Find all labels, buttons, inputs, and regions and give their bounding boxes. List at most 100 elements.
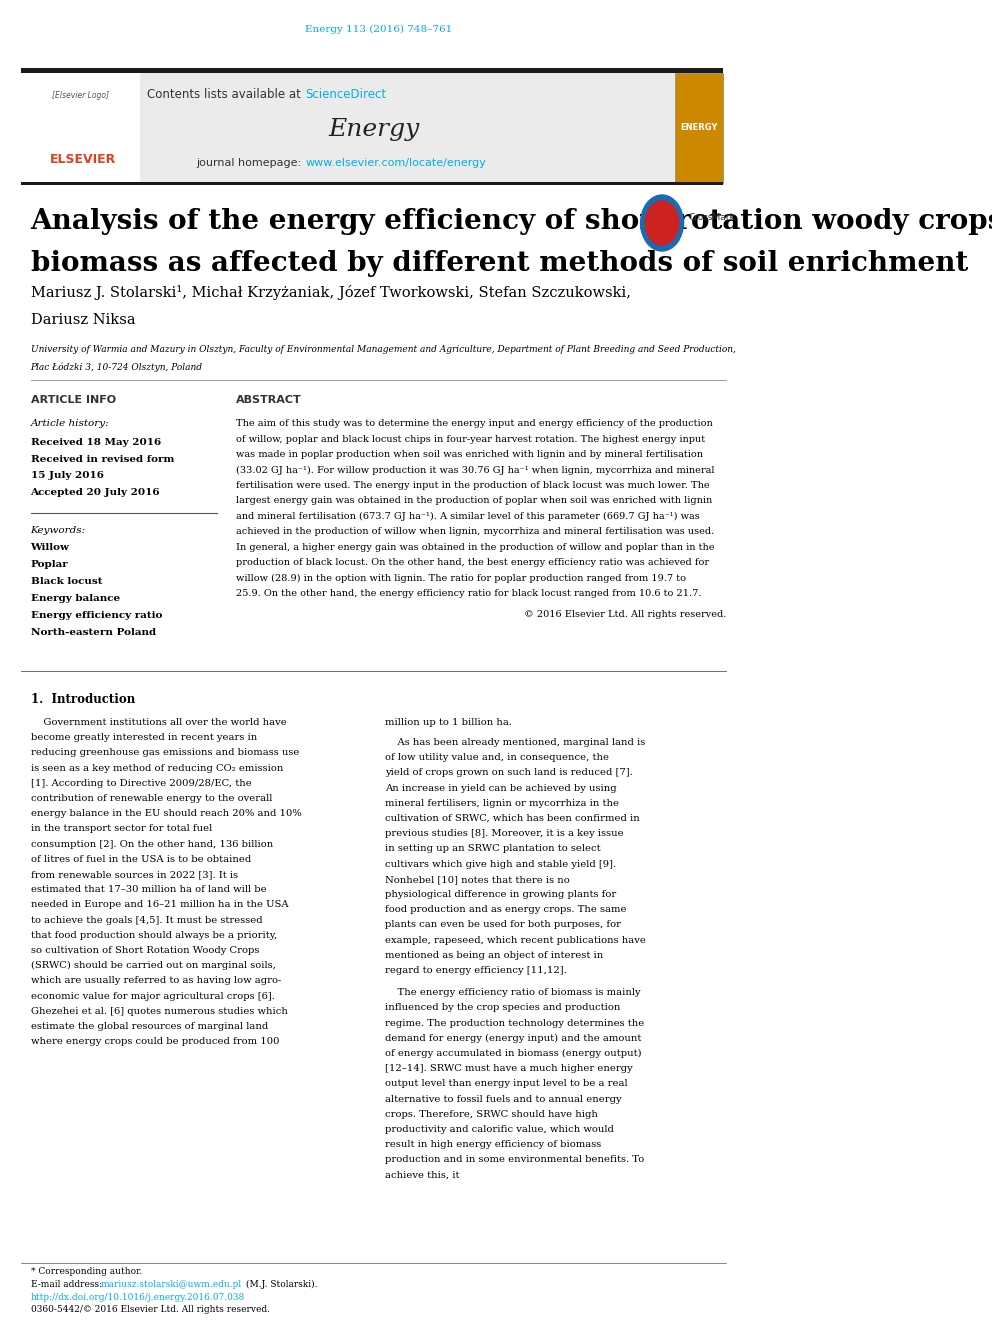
Text: Willow: Willow bbox=[31, 542, 69, 552]
Text: production of black locust. On the other hand, the best energy efficiency ratio : production of black locust. On the other… bbox=[236, 558, 709, 568]
Text: achieve this, it: achieve this, it bbox=[385, 1171, 459, 1180]
Text: reducing greenhouse gas emissions and biomass use: reducing greenhouse gas emissions and bi… bbox=[31, 749, 299, 757]
Text: An increase in yield can be achieved by using: An increase in yield can be achieved by … bbox=[385, 783, 617, 792]
Text: Article history:: Article history: bbox=[31, 419, 109, 429]
Text: of energy accumulated in biomass (energy output): of energy accumulated in biomass (energy… bbox=[385, 1049, 642, 1058]
Text: mineral fertilisers, lignin or mycorrhiza in the: mineral fertilisers, lignin or mycorrhiz… bbox=[385, 799, 619, 808]
Text: biomass as affected by different methods of soil enrichment: biomass as affected by different methods… bbox=[31, 250, 968, 277]
Text: from renewable sources in 2022 [3]. It is: from renewable sources in 2022 [3]. It i… bbox=[31, 871, 238, 878]
Text: As has been already mentioned, marginal land is: As has been already mentioned, marginal … bbox=[385, 738, 646, 747]
Text: ARTICLE INFO: ARTICLE INFO bbox=[31, 396, 116, 405]
Text: The aim of this study was to determine the energy input and energy efficiency of: The aim of this study was to determine t… bbox=[236, 419, 713, 429]
Text: University of Warmia and Mazury in Olsztyn, Faculty of Environmental Management : University of Warmia and Mazury in Olszt… bbox=[31, 345, 735, 355]
Text: so cultivation of Short Rotation Woody Crops: so cultivation of Short Rotation Woody C… bbox=[31, 946, 259, 955]
Text: © 2016 Elsevier Ltd. All rights reserved.: © 2016 Elsevier Ltd. All rights reserved… bbox=[524, 610, 726, 619]
Text: Keywords:: Keywords: bbox=[31, 527, 85, 534]
Text: (33.02 GJ ha⁻¹). For willow production it was 30.76 GJ ha⁻¹ when lignin, mycorrh: (33.02 GJ ha⁻¹). For willow production i… bbox=[236, 466, 715, 475]
Text: influenced by the crop species and production: influenced by the crop species and produ… bbox=[385, 1003, 621, 1012]
Text: demand for energy (energy input) and the amount: demand for energy (energy input) and the… bbox=[385, 1033, 642, 1043]
Text: alternative to fossil fuels and to annual energy: alternative to fossil fuels and to annua… bbox=[385, 1094, 622, 1103]
Text: Black locust: Black locust bbox=[31, 577, 102, 586]
Text: Received in revised form: Received in revised form bbox=[31, 455, 174, 464]
Text: in setting up an SRWC plantation to select: in setting up an SRWC plantation to sele… bbox=[385, 844, 601, 853]
Text: mentioned as being an object of interest in: mentioned as being an object of interest… bbox=[385, 951, 603, 959]
Text: regard to energy efficiency [11,12].: regard to energy efficiency [11,12]. bbox=[385, 966, 566, 975]
Text: CrossMark: CrossMark bbox=[688, 213, 735, 222]
Text: Poplar: Poplar bbox=[31, 560, 68, 569]
Text: [1]. According to Directive 2009/28/EC, the: [1]. According to Directive 2009/28/EC, … bbox=[31, 779, 251, 787]
Text: needed in Europe and 16–21 million ha in the USA: needed in Europe and 16–21 million ha in… bbox=[31, 901, 288, 909]
Text: [Elsevier Logo]: [Elsevier Logo] bbox=[53, 91, 109, 101]
Text: fertilisation were used. The energy input in the production of black locust was : fertilisation were used. The energy inpu… bbox=[236, 482, 710, 490]
Text: ScienceDirect: ScienceDirect bbox=[306, 89, 386, 101]
Text: 0360-5442/© 2016 Elsevier Ltd. All rights reserved.: 0360-5442/© 2016 Elsevier Ltd. All right… bbox=[31, 1304, 270, 1314]
Text: Energy: Energy bbox=[328, 118, 420, 142]
Bar bbox=[22, 73, 140, 183]
Text: estimate the global resources of marginal land: estimate the global resources of margina… bbox=[31, 1021, 268, 1031]
Text: Contents lists available at: Contents lists available at bbox=[148, 89, 306, 101]
Bar bbox=[633, 183, 717, 269]
Text: and mineral fertilisation (673.7 GJ ha⁻¹). A similar level of this parameter (66: and mineral fertilisation (673.7 GJ ha⁻¹… bbox=[236, 512, 700, 521]
Text: achieved in the production of willow when lignin, mycorrhiza and mineral fertili: achieved in the production of willow whe… bbox=[236, 528, 714, 537]
Text: energy balance in the EU should reach 20% and 10%: energy balance in the EU should reach 20… bbox=[31, 810, 302, 818]
Bar bbox=[22, 67, 723, 73]
Text: Energy efficiency ratio: Energy efficiency ratio bbox=[31, 611, 162, 620]
Text: ENERGY: ENERGY bbox=[681, 123, 718, 132]
Text: Energy 113 (2016) 748–761: Energy 113 (2016) 748–761 bbox=[305, 25, 452, 34]
Text: Plac Łódzki 3, 10-724 Olsztyn, Poland: Plac Łódzki 3, 10-724 Olsztyn, Poland bbox=[31, 363, 202, 373]
Text: consumption [2]. On the other hand, 136 billion: consumption [2]. On the other hand, 136 … bbox=[31, 840, 273, 848]
Circle shape bbox=[645, 201, 679, 245]
Text: Nonhebel [10] notes that there is no: Nonhebel [10] notes that there is no bbox=[385, 875, 569, 884]
Circle shape bbox=[641, 194, 683, 251]
Text: example, rapeseed, which recent publications have: example, rapeseed, which recent publicat… bbox=[385, 935, 646, 945]
Text: food production and as energy crops. The same: food production and as energy crops. The… bbox=[385, 905, 627, 914]
Text: * Corresponding author.: * Corresponding author. bbox=[31, 1267, 142, 1275]
Text: output level than energy input level to be a real: output level than energy input level to … bbox=[385, 1080, 628, 1089]
Text: that food production should always be a priority,: that food production should always be a … bbox=[31, 931, 277, 939]
Text: cultivars which give high and stable yield [9].: cultivars which give high and stable yie… bbox=[385, 860, 616, 869]
Text: cultivation of SRWC, which has been confirmed in: cultivation of SRWC, which has been conf… bbox=[385, 814, 640, 823]
Text: which are usually referred to as having low agro-: which are usually referred to as having … bbox=[31, 976, 281, 986]
Text: previous studies [8]. Moreover, it is a key issue: previous studies [8]. Moreover, it is a … bbox=[385, 830, 624, 839]
Text: ELSEVIER: ELSEVIER bbox=[50, 153, 116, 165]
Text: Mariusz J. Stolarski¹, Michał Krzyżaniak, Józef Tworkowski, Stefan Szczukowski,: Mariusz J. Stolarski¹, Michał Krzyżaniak… bbox=[31, 284, 631, 300]
Text: was made in poplar production when soil was enriched with lignin and by mineral : was made in poplar production when soil … bbox=[236, 450, 703, 459]
Text: E-mail address:: E-mail address: bbox=[31, 1279, 104, 1289]
Text: North-eastern Poland: North-eastern Poland bbox=[31, 628, 156, 636]
Text: ABSTRACT: ABSTRACT bbox=[236, 396, 303, 405]
Text: 25.9. On the other hand, the energy efficiency ratio for black locust ranged fro: 25.9. On the other hand, the energy effi… bbox=[236, 590, 702, 598]
Text: yield of crops grown on such land is reduced [7].: yield of crops grown on such land is red… bbox=[385, 769, 633, 778]
Text: The energy efficiency ratio of biomass is mainly: The energy efficiency ratio of biomass i… bbox=[385, 988, 641, 998]
Text: In general, a higher energy gain was obtained in the production of willow and po: In general, a higher energy gain was obt… bbox=[236, 542, 715, 552]
Text: [12–14]. SRWC must have a much higher energy: [12–14]. SRWC must have a much higher en… bbox=[385, 1064, 633, 1073]
Text: www.elsevier.com/locate/energy: www.elsevier.com/locate/energy bbox=[306, 157, 486, 168]
Text: Analysis of the energy efficiency of short rotation woody crops: Analysis of the energy efficiency of sho… bbox=[31, 208, 992, 235]
Text: million up to 1 billion ha.: million up to 1 billion ha. bbox=[385, 718, 512, 728]
Text: of willow, poplar and black locust chips in four-year harvest rotation. The high: of willow, poplar and black locust chips… bbox=[236, 434, 705, 443]
Text: Dariusz Niksa: Dariusz Niksa bbox=[31, 314, 135, 327]
Bar bbox=[22, 73, 723, 183]
Text: in the transport sector for total fuel: in the transport sector for total fuel bbox=[31, 824, 211, 833]
Text: to achieve the goals [4,5]. It must be stressed: to achieve the goals [4,5]. It must be s… bbox=[31, 916, 262, 925]
Text: Energy balance: Energy balance bbox=[31, 594, 120, 603]
Text: willow (28.9) in the option with lignin. The ratio for poplar production ranged : willow (28.9) in the option with lignin.… bbox=[236, 574, 686, 583]
Text: Ghezehei et al. [6] quotes numerous studies which: Ghezehei et al. [6] quotes numerous stud… bbox=[31, 1007, 288, 1016]
Text: economic value for major agricultural crops [6].: economic value for major agricultural cr… bbox=[31, 992, 275, 1000]
Text: (M.J. Stolarski).: (M.J. Stolarski). bbox=[242, 1279, 317, 1289]
Text: where energy crops could be produced from 100: where energy crops could be produced fro… bbox=[31, 1037, 279, 1046]
Text: (SRWC) should be carried out on marginal soils,: (SRWC) should be carried out on marginal… bbox=[31, 962, 276, 970]
Text: http://dx.doi.org/10.1016/j.energy.2016.07.038: http://dx.doi.org/10.1016/j.energy.2016.… bbox=[31, 1293, 245, 1302]
Text: become greatly interested in recent years in: become greatly interested in recent year… bbox=[31, 733, 257, 742]
Text: plants can even be used for both purposes, for: plants can even be used for both purpose… bbox=[385, 921, 621, 929]
Bar bbox=[675, 73, 723, 183]
Text: is seen as a key method of reducing CO₂ emission: is seen as a key method of reducing CO₂ … bbox=[31, 763, 283, 773]
Text: 15 July 2016: 15 July 2016 bbox=[31, 471, 103, 480]
Text: production and in some environmental benefits. To: production and in some environmental ben… bbox=[385, 1155, 645, 1164]
Text: 1.  Introduction: 1. Introduction bbox=[31, 693, 135, 706]
Text: Accepted 20 July 2016: Accepted 20 July 2016 bbox=[31, 488, 160, 497]
Text: largest energy gain was obtained in the production of poplar when soil was enric: largest energy gain was obtained in the … bbox=[236, 496, 712, 505]
Text: productivity and calorific value, which would: productivity and calorific value, which … bbox=[385, 1125, 614, 1134]
Text: Received 18 May 2016: Received 18 May 2016 bbox=[31, 438, 161, 447]
Text: of litres of fuel in the USA is to be obtained: of litres of fuel in the USA is to be ob… bbox=[31, 855, 251, 864]
Text: Government institutions all over the world have: Government institutions all over the wor… bbox=[31, 718, 287, 728]
